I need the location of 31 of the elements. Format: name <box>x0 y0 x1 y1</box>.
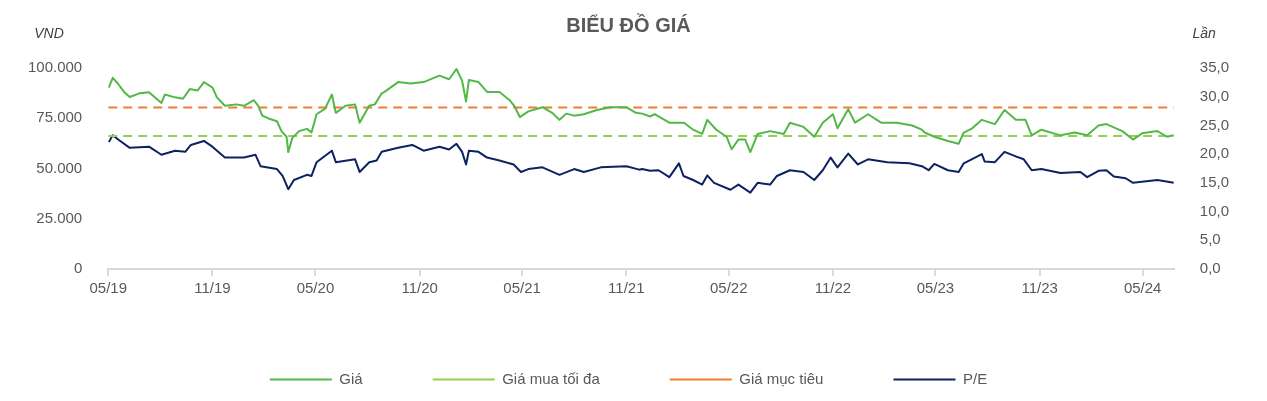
x-tick-label: 05/22 <box>710 279 748 297</box>
y2-tick-label: 10,0 <box>1199 201 1230 219</box>
x-tick-label: 05/23 <box>916 279 955 297</box>
x-tick-label: 11/22 <box>814 279 852 297</box>
x-tick-label: 11/21 <box>608 279 645 297</box>
y2-tick-label: 15,0 <box>1199 173 1230 190</box>
x-tick-label: 05/21 <box>503 279 541 297</box>
y-tick-label: 100.000 <box>27 58 83 76</box>
legend-label: P/E <box>962 369 988 387</box>
y2-tick-label: 30,0 <box>1199 86 1230 104</box>
x-tick-label: 05/20 <box>296 279 335 297</box>
y2-tick-label: 25,0 <box>1199 115 1230 133</box>
y-tick-label: 75.000 <box>36 108 83 126</box>
y2-tick-label: 5,0 <box>1199 230 1221 248</box>
legend-label: Giá mua tối đa <box>502 369 601 387</box>
y-tick-label: 50.000 <box>36 158 83 176</box>
x-tick-label: 11/20 <box>401 279 438 297</box>
x-tick-label: 11/19 <box>194 279 231 297</box>
y2-tick-label: 0,0 <box>1199 259 1221 277</box>
x-tick-label: 05/24 <box>1123 279 1162 297</box>
legend-label: Giá <box>339 369 364 387</box>
legend-label: Giá mục tiêu <box>739 369 824 387</box>
y2-tick-label: 35,0 <box>1199 58 1230 76</box>
y2-tick-label: 20,0 <box>1199 144 1230 162</box>
y2-axis-title: Lần <box>1192 24 1217 41</box>
y-tick-label: 0 <box>73 259 83 277</box>
x-tick-label: 11/23 <box>1021 279 1058 297</box>
chart-title: BIỂU ĐỒ GIÁ <box>566 12 691 36</box>
y-tick-label: 25.000 <box>36 208 83 226</box>
x-tick-label: 05/19 <box>89 279 127 297</box>
y-axis-title: VND <box>34 24 64 41</box>
